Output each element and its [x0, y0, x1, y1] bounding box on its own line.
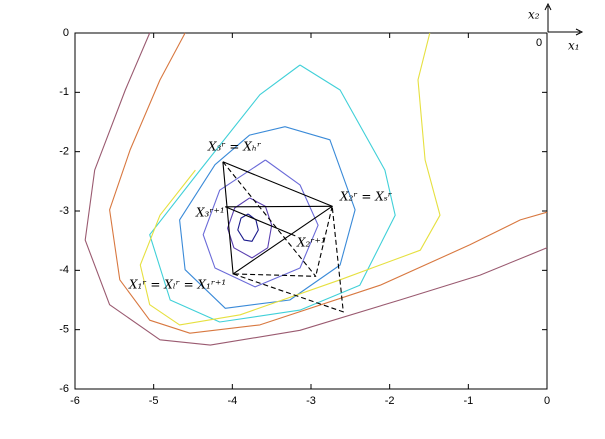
x-tick-label: -3 — [306, 395, 316, 407]
x-tick-label: -5 — [149, 395, 159, 407]
y-tick-label: -2 — [59, 146, 69, 158]
y-tick-label: -4 — [59, 264, 69, 276]
x-tick-label: -1 — [463, 395, 473, 407]
contour-line — [227, 197, 273, 259]
annotation: X₂ʳ⁺¹ — [296, 236, 326, 250]
x-tick-label: -6 — [70, 395, 80, 407]
y-tick-label: -3 — [59, 205, 69, 217]
contour-line — [149, 64, 396, 323]
simplex-edge — [225, 206, 296, 237]
simplex-edge — [222, 161, 333, 275]
x-tick-label: 0 — [544, 395, 550, 407]
inset-x-label: x₁ — [568, 39, 580, 53]
annotation: X₃ʳ⁺¹ — [195, 206, 225, 220]
x-tick-label: -2 — [385, 395, 395, 407]
annotation: X₂ʳ = Xₛʳ — [339, 190, 392, 204]
simplex-edge — [315, 206, 333, 277]
y-tick-label: -5 — [59, 324, 69, 336]
simplex-edge — [222, 161, 317, 277]
contour-line — [179, 126, 356, 309]
simplex-edge — [232, 206, 344, 313]
plot-frame — [74, 32, 548, 390]
contour-line — [202, 159, 319, 288]
contour-line — [139, 32, 441, 326]
x-tick-label: -4 — [227, 395, 237, 407]
contour-line — [237, 213, 259, 242]
inset-origin: 0 — [536, 37, 542, 49]
contour-line — [109, 32, 548, 334]
simplex-edge — [225, 205, 333, 208]
contour-line — [84, 32, 548, 346]
y-tick-label: -1 — [59, 86, 69, 98]
inset-y-label: x₂ — [528, 8, 540, 22]
y-tick-label: -6 — [59, 383, 69, 395]
annotation: X₁ʳ = Xₗʳ = X₁ʳ⁺¹ — [128, 278, 226, 292]
y-tick-label: 0 — [63, 27, 69, 39]
annotations: X₃ʳ = Xₕʳ X₂ʳ = Xₛʳ X₃ʳ⁺¹ X₂ʳ⁺¹ X₁ʳ = Xₗ… — [128, 140, 392, 292]
annotation: X₃ʳ = Xₕʳ — [207, 140, 261, 154]
inset-arrowhead — [544, 2, 552, 11]
inset-axes: x₂ 0 x₁ — [528, 2, 584, 53]
inset-arrowhead — [575, 28, 584, 36]
